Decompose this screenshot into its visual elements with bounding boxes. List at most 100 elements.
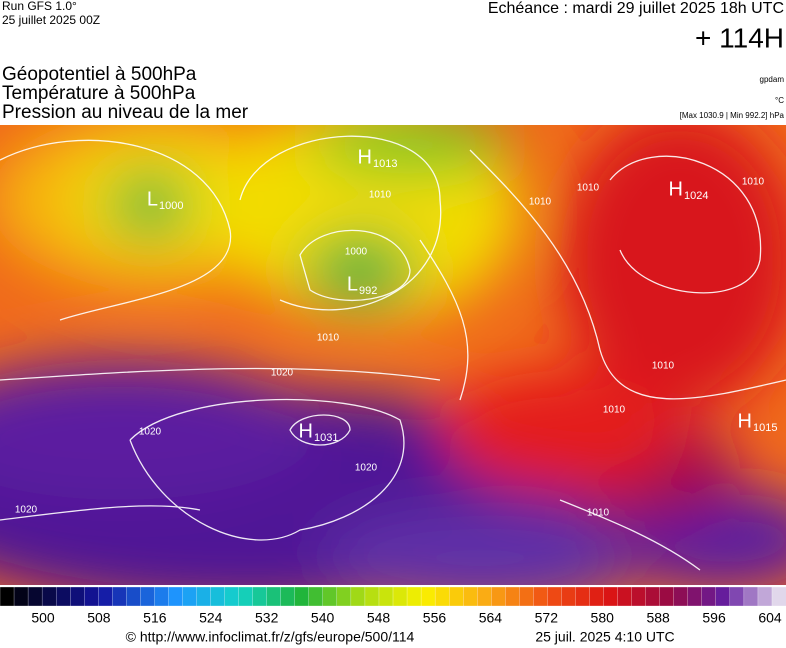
colorbar-label: 596 — [702, 610, 726, 626]
colorbar-swatch — [126, 586, 142, 607]
isobar-label: 1020 — [355, 463, 378, 474]
colorbar-swatch — [13, 586, 29, 607]
colorbar-swatch — [294, 586, 310, 607]
lead-time: + 114H — [695, 22, 784, 53]
colorbar-swatch — [140, 586, 156, 607]
colorbar-swatch — [603, 586, 619, 607]
field: Géopotentiel à 500hPa — [2, 64, 197, 85]
colorbar-swatch — [252, 586, 268, 607]
colorbar-swatch — [771, 586, 786, 607]
colorbar-swatch — [477, 586, 492, 607]
colorbar-swatch — [210, 586, 226, 607]
center-value: 1024 — [684, 190, 708, 202]
colorbar-swatch — [729, 586, 745, 607]
colorbar-swatch — [631, 586, 647, 607]
isobar-label: 1010 — [603, 405, 626, 416]
colorbar-swatch — [182, 586, 198, 607]
center-type: H — [299, 420, 313, 442]
isobar-label: 1010 — [587, 508, 610, 519]
center-type: H — [738, 410, 752, 432]
unit: gpdam — [760, 75, 785, 84]
echeance: Echéance : mardi 29 juillet 2025 18h UTC — [488, 0, 784, 17]
colorbar-swatch — [505, 586, 520, 607]
isobar-label: 1020 — [139, 427, 162, 438]
center-type: L — [347, 273, 358, 295]
colorbar-swatch — [308, 586, 324, 607]
isobar-label: 1010 — [652, 361, 675, 372]
run-date: 25 juillet 2025 00Z — [2, 13, 100, 27]
unit: [Max 1030.9 | Min 992.2] hPa — [680, 111, 785, 120]
colorbar-label: 508 — [87, 610, 111, 626]
colorbar-swatch — [41, 586, 57, 607]
colorbar-swatch — [463, 586, 478, 607]
colorbar-label: 516 — [143, 610, 167, 626]
colorbar-swatch — [519, 586, 535, 607]
map — [0, 125, 786, 585]
colorbar-swatch — [561, 586, 577, 607]
colorbar-swatch — [420, 586, 436, 607]
colorbar-label: 548 — [367, 610, 391, 626]
colorbar-label: 540 — [311, 610, 335, 626]
colorbar-swatch — [575, 586, 591, 607]
colorbar-swatch — [224, 586, 240, 607]
colorbar-swatch — [27, 586, 43, 607]
isobar-label: 1010 — [369, 190, 392, 201]
timestamp: 25 juil. 2025 4:10 UTC — [535, 629, 674, 645]
colorbar-swatch — [336, 586, 352, 607]
isobar-label: 1020 — [15, 505, 38, 516]
colorbar-swatch — [673, 586, 689, 607]
colorbar-swatch — [238, 586, 254, 607]
isobar-label: 1010 — [529, 197, 552, 208]
colorbar-swatch — [617, 586, 633, 607]
colorbar-swatch — [266, 586, 282, 607]
colorbar-swatch — [154, 586, 170, 607]
center-value: 1031 — [314, 432, 338, 444]
colorbar-swatch — [659, 586, 675, 607]
colorbar-swatch — [196, 586, 212, 607]
colorbar-label: 556 — [423, 610, 447, 626]
colorbar-swatch — [434, 586, 450, 607]
colorbar-swatch — [168, 586, 184, 607]
center-type: L — [147, 188, 158, 210]
run: Run GFS 1.0° — [2, 0, 77, 13]
colorbar-label: 524 — [199, 610, 223, 626]
colorbar-swatch — [364, 586, 380, 607]
colorbar-swatch — [392, 586, 408, 607]
colorbar-swatch — [491, 586, 506, 607]
center-value: 992 — [359, 285, 377, 297]
colorbar-swatch — [112, 586, 127, 607]
colorbar-swatch — [55, 586, 71, 607]
colorbar-swatch — [98, 586, 113, 607]
isobar-label: 1020 — [271, 368, 294, 379]
colorbar-swatch — [715, 586, 731, 607]
colorbar-swatch — [378, 586, 394, 607]
center-value: 1015 — [753, 422, 777, 434]
colorbar-label: 564 — [479, 610, 503, 626]
colorbar-swatch — [448, 586, 464, 607]
isobar-label: 1010 — [742, 177, 765, 188]
unit: °C — [775, 96, 784, 105]
colorbar-swatch — [322, 586, 338, 607]
source: © http://www.infoclimat.fr/z/gfs/europe/… — [126, 629, 415, 645]
center-value: 1000 — [159, 200, 183, 212]
colorbar-swatch — [743, 586, 759, 607]
colorbar-swatch — [406, 586, 422, 607]
colorbar-swatch — [70, 586, 85, 607]
colorbar-swatch — [547, 586, 563, 607]
colorbar-swatch — [533, 586, 549, 607]
colorbar-swatch — [350, 586, 366, 607]
colorbar-swatch — [645, 586, 661, 607]
isobar-label: 1000 — [345, 247, 368, 258]
colorbar-swatch — [84, 586, 99, 607]
field: Température à 500hPa — [2, 83, 196, 104]
colorbar-label: 604 — [758, 610, 782, 626]
center-value: 1013 — [373, 158, 397, 170]
colorbar-swatch — [589, 586, 605, 607]
field: Pression au niveau de la mer — [2, 102, 249, 123]
isobar-label: 1010 — [317, 333, 340, 344]
colorbar-label: 532 — [255, 610, 279, 626]
colorbar-swatch — [687, 586, 703, 607]
center-type: H — [669, 178, 683, 200]
center-type: H — [358, 146, 372, 168]
